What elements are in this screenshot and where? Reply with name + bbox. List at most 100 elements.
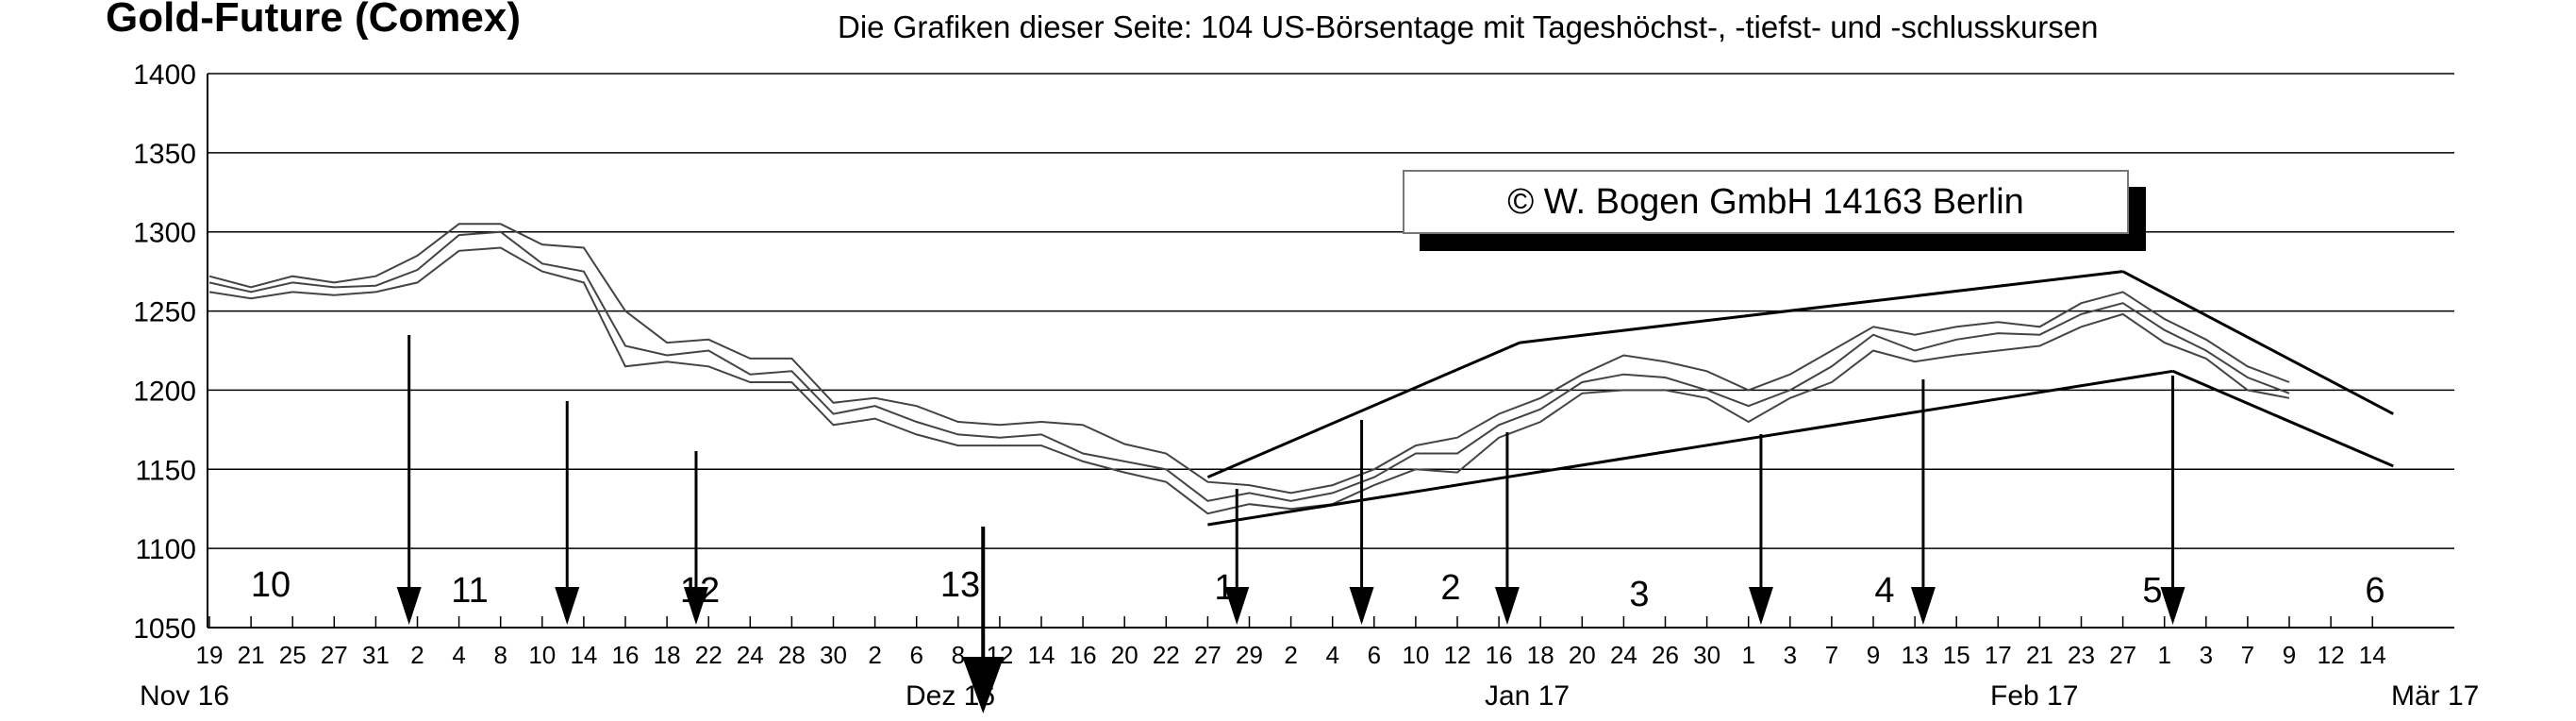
cycle-number: 1 (1214, 568, 1234, 608)
x-tick-label: 8 (493, 641, 507, 669)
cycle-arrow-head (1224, 587, 1250, 625)
y-tick-label: 1400 (133, 59, 196, 91)
y-tick-label: 1100 (135, 534, 196, 565)
x-tick-label: 17 (1985, 641, 2012, 669)
cycle-number: 2 (1440, 568, 1460, 608)
x-tick-label: 27 (1194, 641, 1222, 669)
x-tick-label: 6 (909, 641, 922, 669)
cycle-number: 4 (1874, 571, 1894, 611)
x-tick-label: 2 (410, 641, 424, 669)
month-label: Feb 17 (1990, 680, 2078, 712)
y-tick-label: 1200 (133, 376, 196, 407)
cycle-arrow-head (1349, 587, 1374, 625)
cycle-arrow-head (2160, 587, 2185, 625)
y-tick-label: 1050 (133, 613, 196, 645)
x-tick-label: 31 (362, 641, 390, 669)
x-tick-label: 26 (1652, 641, 1679, 669)
x-tick-label: 21 (238, 641, 265, 669)
x-tick-label: 23 (2068, 641, 2095, 669)
x-tick-label: 30 (820, 641, 847, 669)
price-line (208, 223, 2290, 495)
x-tick-label: 14 (2359, 641, 2386, 669)
cycle-arrow-head (396, 587, 422, 625)
cycle-arrow-head (683, 587, 708, 625)
month-label: Mär 17 (2391, 680, 2479, 712)
x-tick-label: 14 (1028, 641, 1055, 669)
x-tick-label: 1 (1741, 641, 1754, 669)
x-tick-label: 3 (1784, 641, 1797, 669)
y-axis-ticks: 1050 1100 1150 1200 1250 1300 1350 1400 (133, 59, 196, 645)
x-tick-label: 19 (196, 641, 224, 669)
cycle-arrow-head (555, 587, 580, 625)
trend-lines (1206, 270, 2394, 527)
y-tick-label: 1250 (133, 297, 196, 328)
x-tick-label: 18 (654, 641, 681, 669)
x-tick-label: 16 (1486, 641, 1513, 669)
x-tick-label: 27 (2109, 641, 2136, 669)
trend-line (1519, 270, 2123, 344)
x-tick-label: 12 (2318, 641, 2345, 669)
x-axis-ticks: 19 21 25 27 31 2 4 8 10 14 16 18 22 24 28 30 2 6 8 12 14 16 20… (196, 616, 2386, 669)
y-tick-label: 1150 (135, 455, 196, 486)
x-tick-label: 4 (452, 641, 465, 669)
cycle-number: 11 (451, 571, 488, 611)
x-tick-label: 20 (1111, 641, 1138, 669)
trend-line (1207, 369, 2173, 527)
x-tick-label: 8 (952, 641, 965, 669)
trend-line (2121, 270, 2394, 415)
x-tick-label: 3 (2200, 641, 2213, 669)
x-tick-label: 16 (1070, 641, 1097, 669)
cycle-number: 3 (1629, 575, 1649, 614)
chart-subtitle: Die Grafiken dieser Seite: 104 US-Börsen… (838, 9, 2099, 44)
x-tick-label: 4 (1325, 641, 1338, 669)
y-tick-label: 1350 (133, 139, 196, 170)
x-tick-label: 29 (1236, 641, 1263, 669)
cycle-number: 10 (251, 565, 291, 605)
x-tick-label: 20 (1569, 641, 1596, 669)
month-labels: Nov 16 Dez 16 Jan 17 Feb 17 Mär 17 (140, 680, 2479, 712)
x-tick-label: 22 (695, 641, 723, 669)
x-tick-label: 24 (737, 641, 764, 669)
x-tick-label: 9 (2283, 641, 2296, 669)
cycle-arrow-head (1910, 587, 1936, 625)
cycle-number: 5 (2142, 571, 2162, 611)
cycle-markers: 10 11 12 13 1 2 3 4 5 6 (251, 335, 2385, 713)
x-tick-label: 7 (2241, 641, 2254, 669)
x-tick-label: 16 (612, 641, 640, 669)
x-tick-label: 14 (570, 641, 597, 669)
grid-lines (208, 73, 2454, 629)
chart-title: Gold-Future (Comex) (106, 0, 521, 41)
cycle-arrow-head (1748, 587, 1773, 625)
x-tick-label: 30 (1693, 641, 1720, 669)
x-tick-label: 18 (1527, 641, 1554, 669)
x-tick-label: 2 (868, 641, 881, 669)
price-line (208, 246, 2290, 515)
trend-line (1206, 341, 1521, 479)
month-label: Jan 17 (1485, 680, 1570, 712)
y-tick-label: 1300 (133, 218, 196, 249)
month-label: Nov 16 (140, 680, 229, 712)
cycle-number: 13 (940, 565, 980, 605)
x-tick-label: 10 (528, 641, 556, 669)
price-series (208, 223, 2290, 515)
x-tick-label: 12 (1444, 641, 1471, 669)
price-line (208, 230, 2290, 502)
trend-line (2171, 369, 2394, 468)
cycle-arrow-head (1494, 587, 1520, 625)
x-tick-label: 13 (1902, 641, 1929, 669)
x-tick-label: 2 (1284, 641, 1297, 669)
x-tick-label: 10 (1402, 641, 1429, 669)
x-tick-label: 28 (778, 641, 806, 669)
x-tick-label: 24 (1610, 641, 1637, 669)
x-tick-label: 27 (321, 641, 348, 669)
cycle-arrow-head (962, 657, 1005, 713)
x-tick-label: 1 (2157, 641, 2170, 669)
x-tick-label: 21 (2026, 641, 2053, 669)
copyright-box: © W. Bogen GmbH 14163 Berlin (1403, 170, 2129, 234)
x-tick-label: 6 (1368, 641, 1381, 669)
cycle-number: 6 (2365, 571, 2385, 611)
x-tick-label: 7 (1825, 641, 1838, 669)
axes (207, 74, 2454, 629)
cycle-number: 12 (680, 571, 720, 611)
